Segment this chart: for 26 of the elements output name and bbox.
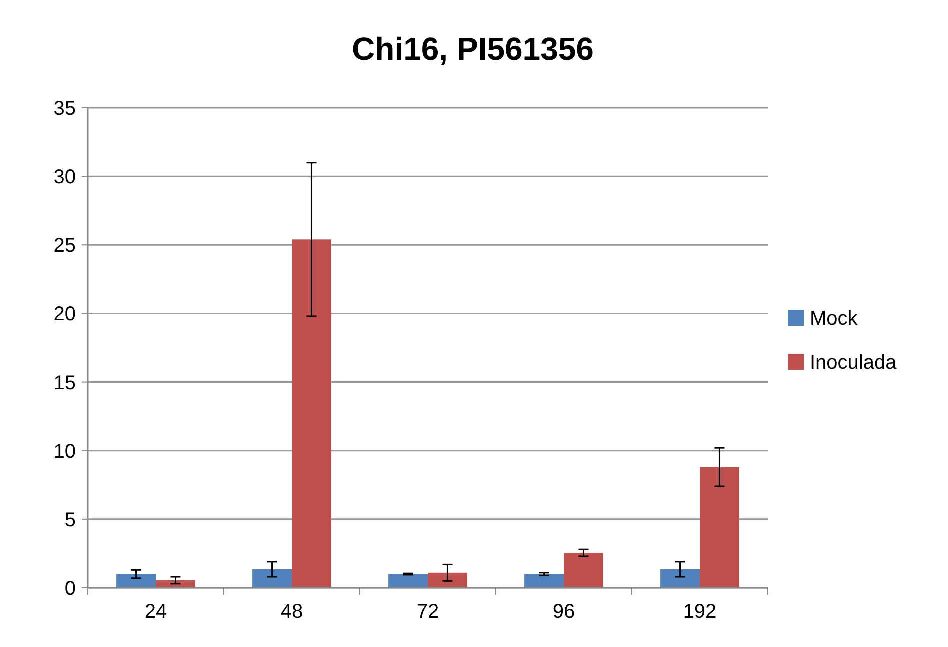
bar xyxy=(116,574,156,588)
x-tick-label: 96 xyxy=(552,601,576,623)
y-tick-label: 15 xyxy=(54,372,76,394)
bar xyxy=(428,572,468,588)
legend-label: Inoculada xyxy=(810,352,898,374)
x-tick-label: 192 xyxy=(683,601,717,623)
y-tick-label: 5 xyxy=(64,509,76,532)
bar xyxy=(292,240,332,588)
bar xyxy=(564,553,604,588)
chart-title: Chi16, PI561356 xyxy=(352,31,594,67)
y-tick-label: 25 xyxy=(54,235,76,258)
bar xyxy=(388,574,428,588)
bar xyxy=(660,569,700,588)
y-tick-label: 35 xyxy=(54,98,76,120)
x-tick-label: 48 xyxy=(280,601,304,623)
y-tick-label: 0 xyxy=(64,578,76,600)
x-tick-label: 24 xyxy=(144,601,168,623)
y-tick-label: 30 xyxy=(54,166,76,189)
bar xyxy=(156,580,196,588)
y-tick-label: 10 xyxy=(54,440,76,463)
bar xyxy=(252,569,292,588)
legend-label: Mock xyxy=(810,308,859,330)
y-tick-label: 20 xyxy=(54,304,76,326)
bar xyxy=(524,574,564,588)
x-tick-label: 72 xyxy=(416,601,440,623)
bar xyxy=(700,467,740,588)
